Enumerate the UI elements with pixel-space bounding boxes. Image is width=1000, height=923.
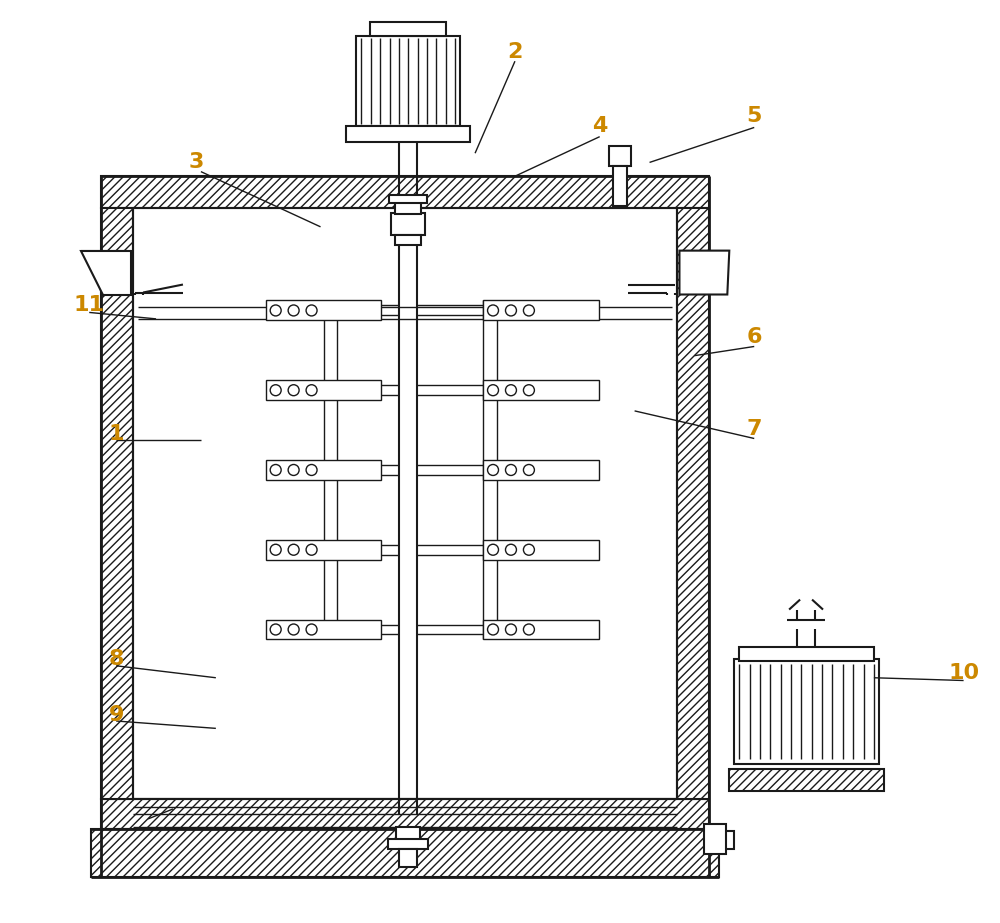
Circle shape bbox=[523, 305, 534, 316]
Text: 10: 10 bbox=[948, 663, 979, 683]
Bar bbox=[266, 301, 381, 320]
Circle shape bbox=[270, 624, 281, 635]
Bar bbox=[266, 460, 381, 480]
Bar bbox=[395, 201, 421, 214]
Bar bbox=[391, 212, 425, 234]
Circle shape bbox=[523, 464, 534, 475]
Text: 6: 6 bbox=[746, 328, 762, 347]
Circle shape bbox=[505, 464, 516, 475]
Text: 7: 7 bbox=[746, 419, 762, 439]
Bar bbox=[101, 208, 133, 799]
Circle shape bbox=[488, 464, 499, 475]
Circle shape bbox=[288, 305, 299, 316]
Circle shape bbox=[288, 545, 299, 556]
Bar bbox=[483, 619, 599, 640]
Polygon shape bbox=[679, 251, 729, 294]
Text: 3: 3 bbox=[188, 152, 204, 173]
Circle shape bbox=[488, 545, 499, 556]
Bar bbox=[483, 380, 599, 401]
Circle shape bbox=[505, 385, 516, 396]
Bar bbox=[399, 849, 417, 867]
Bar bbox=[609, 146, 631, 166]
Circle shape bbox=[270, 385, 281, 396]
Circle shape bbox=[270, 305, 281, 316]
Text: 4: 4 bbox=[592, 115, 607, 136]
Text: 2: 2 bbox=[507, 42, 523, 62]
Circle shape bbox=[523, 624, 534, 635]
Bar bbox=[266, 380, 381, 401]
Text: 5: 5 bbox=[747, 106, 762, 126]
Circle shape bbox=[488, 385, 499, 396]
Bar bbox=[356, 36, 460, 126]
Circle shape bbox=[488, 305, 499, 316]
Bar bbox=[739, 647, 874, 662]
Text: 11: 11 bbox=[74, 295, 105, 315]
Text: 8: 8 bbox=[108, 650, 124, 669]
Bar bbox=[389, 195, 427, 203]
Bar bbox=[613, 166, 627, 206]
Bar bbox=[346, 126, 470, 142]
Circle shape bbox=[505, 624, 516, 635]
Bar bbox=[483, 540, 599, 559]
Circle shape bbox=[306, 305, 317, 316]
Circle shape bbox=[306, 545, 317, 556]
Bar bbox=[396, 827, 420, 842]
Circle shape bbox=[306, 624, 317, 635]
Bar bbox=[133, 799, 677, 829]
Bar bbox=[395, 234, 421, 245]
Bar bbox=[266, 540, 381, 559]
Circle shape bbox=[270, 464, 281, 475]
Text: 1: 1 bbox=[108, 424, 124, 444]
Circle shape bbox=[523, 385, 534, 396]
Bar bbox=[709, 831, 734, 849]
Bar bbox=[101, 799, 709, 829]
Bar bbox=[91, 829, 719, 877]
Bar bbox=[101, 176, 709, 208]
Circle shape bbox=[523, 545, 534, 556]
Bar bbox=[388, 839, 428, 849]
Circle shape bbox=[488, 624, 499, 635]
Circle shape bbox=[288, 385, 299, 396]
Bar bbox=[734, 659, 879, 764]
Bar bbox=[483, 460, 599, 480]
Circle shape bbox=[270, 545, 281, 556]
Circle shape bbox=[288, 464, 299, 475]
Bar bbox=[677, 208, 709, 799]
Bar bbox=[266, 619, 381, 640]
Bar bbox=[483, 301, 599, 320]
Circle shape bbox=[306, 385, 317, 396]
Bar bbox=[704, 824, 726, 854]
Circle shape bbox=[505, 305, 516, 316]
Circle shape bbox=[306, 464, 317, 475]
Text: 9: 9 bbox=[108, 704, 124, 725]
Circle shape bbox=[288, 624, 299, 635]
Circle shape bbox=[505, 545, 516, 556]
Polygon shape bbox=[81, 251, 131, 294]
Bar bbox=[729, 769, 884, 791]
Bar bbox=[370, 22, 446, 36]
